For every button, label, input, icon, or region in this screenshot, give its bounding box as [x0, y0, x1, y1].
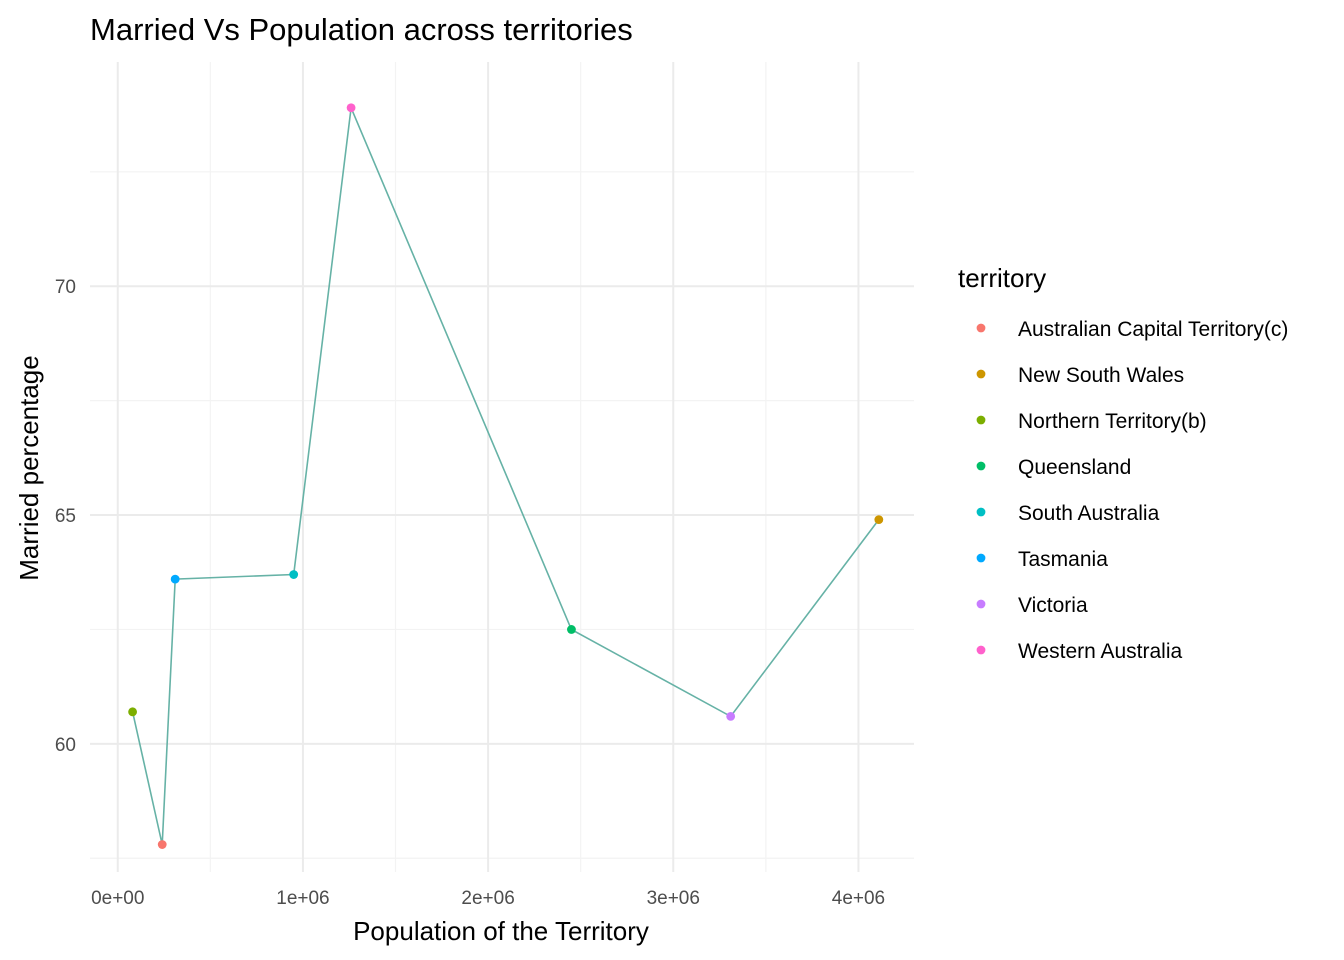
legend-key [976, 507, 986, 517]
legend-key [976, 323, 986, 333]
y-tick-label: 60 [55, 735, 76, 756]
x-tick-label: 0e+00 [91, 888, 144, 909]
x-tick-label: 4e+06 [832, 888, 885, 909]
y-tick-label: 65 [55, 506, 76, 527]
data-point [726, 712, 736, 721]
legend-label: New South Wales [1018, 364, 1184, 387]
chart-title: Married Vs Population across territories [90, 12, 633, 47]
legend-label: South Australia [1018, 502, 1160, 525]
legend-label: Western Australia [1018, 640, 1183, 663]
data-point [346, 103, 356, 113]
x-tick-label: 1e+06 [276, 888, 329, 909]
x-axis-title: Population of the Territory [353, 916, 649, 946]
x-axis-ticks: 0e+00 1e+06 2e+06 3e+06 4e+06 [91, 888, 885, 909]
data-point [289, 570, 299, 579]
y-axis-title: Married percentage [14, 355, 44, 580]
legend-key [976, 369, 986, 379]
y-tick-label: 70 [55, 277, 76, 298]
data-point [157, 840, 167, 849]
legend-key [976, 645, 986, 655]
legend-label: Victoria [1018, 594, 1088, 617]
legend-label: Australian Capital Territory(c) [1018, 318, 1288, 341]
legend-label: Tasmania [1018, 548, 1108, 571]
data-points [128, 103, 884, 849]
legend-key [976, 553, 986, 563]
x-tick-label: 3e+06 [647, 888, 700, 909]
data-point [874, 515, 884, 525]
y-axis-ticks: 60 65 70 [55, 277, 76, 756]
data-point [170, 574, 180, 584]
series-path [131, 104, 880, 845]
data-point [128, 707, 137, 717]
data-point [567, 625, 576, 634]
legend-key [976, 415, 986, 425]
legend: territory Australian Capital Territory(c… [958, 263, 1288, 663]
legend-label: Northern Territory(b) [1018, 410, 1207, 433]
legend-items: Australian Capital Territory(c) New South… [976, 318, 1288, 663]
series-line [131, 104, 880, 845]
legend-key [976, 461, 986, 471]
legend-key [976, 599, 986, 609]
legend-title: territory [958, 263, 1046, 293]
grid [90, 62, 914, 872]
x-tick-label: 2e+06 [461, 888, 514, 909]
legend-label: Queensland [1018, 456, 1131, 479]
